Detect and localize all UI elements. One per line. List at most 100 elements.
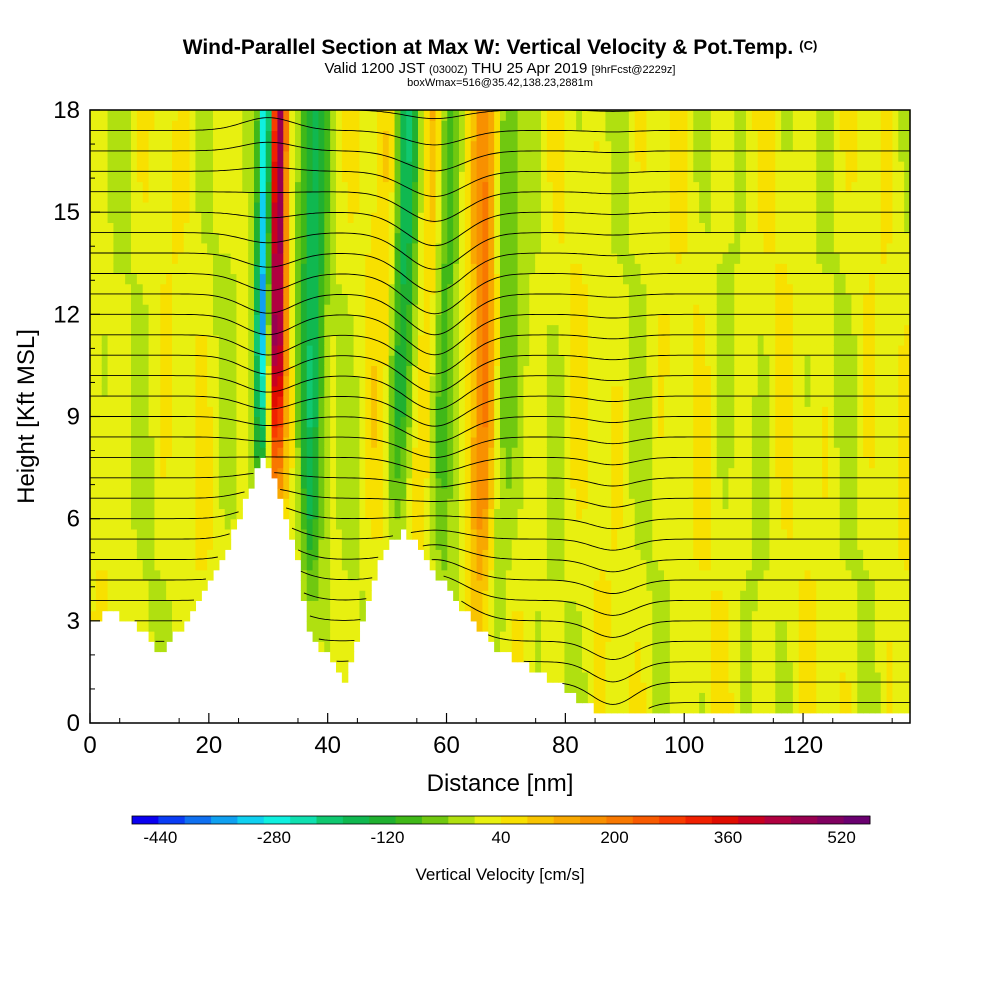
heatmap-cell	[447, 273, 454, 285]
heatmap-cell	[500, 508, 507, 520]
heatmap-cell	[429, 232, 437, 244]
heatmap-cell	[336, 508, 343, 520]
heatmap-cell	[371, 130, 378, 142]
heatmap-cell	[160, 539, 167, 550]
heatmap-cell	[652, 559, 659, 571]
heatmap-cell	[394, 242, 402, 254]
heatmap-cell	[605, 702, 612, 714]
heatmap-cell	[541, 293, 548, 305]
heatmap-cell	[505, 467, 513, 479]
heatmap-cell	[464, 488, 472, 499]
heatmap-cell	[470, 579, 478, 591]
heatmap-cell	[119, 539, 126, 550]
heatmap-cell	[623, 171, 630, 183]
heatmap-cell	[505, 539, 513, 550]
heatmap-cell	[605, 447, 612, 458]
heatmap-cell	[511, 426, 519, 438]
heatmap-cell	[412, 528, 419, 540]
heatmap-cell	[435, 120, 443, 132]
heatmap-cell	[623, 385, 630, 397]
heatmap-cell	[546, 324, 554, 336]
heatmap-cell	[382, 242, 390, 254]
heatmap-cell	[330, 559, 337, 571]
heatmap-cell	[113, 579, 120, 591]
heatmap-cell	[552, 477, 560, 489]
heatmap-cell	[300, 242, 308, 254]
heatmap-cell	[90, 416, 97, 428]
heatmap-cell	[611, 579, 618, 591]
heatmap-cell	[324, 355, 331, 367]
heatmap-cell	[330, 579, 337, 591]
heatmap-cell	[669, 191, 677, 203]
heatmap-cell	[218, 416, 226, 428]
heatmap-cell	[423, 150, 431, 162]
heatmap-cell	[183, 610, 191, 622]
heatmap-cell	[552, 579, 560, 591]
heatmap-cell	[418, 457, 425, 469]
heatmap-cell	[482, 365, 489, 377]
heatmap-cell	[189, 110, 197, 121]
heatmap-cell	[646, 600, 653, 612]
heatmap-cell	[664, 314, 671, 326]
heatmap-cell	[582, 110, 589, 121]
heatmap-cell	[611, 528, 618, 540]
heatmap-cell	[423, 488, 431, 499]
heatmap-cell	[669, 171, 677, 183]
heatmap-cell	[183, 181, 191, 193]
heatmap-cell	[634, 610, 642, 622]
heatmap-cell	[535, 661, 542, 673]
heatmap-cell	[324, 610, 331, 622]
heatmap-cell	[535, 651, 542, 663]
heatmap-cell	[623, 212, 630, 223]
heatmap-cell	[95, 528, 103, 540]
heatmap-cell	[669, 620, 677, 632]
heatmap-cell	[295, 436, 302, 448]
heatmap-cell	[160, 426, 167, 438]
heatmap-cell	[523, 620, 530, 632]
heatmap-cell	[412, 222, 419, 234]
heatmap-cell	[353, 222, 361, 234]
heatmap-cell	[470, 385, 478, 397]
heatmap-cell	[447, 222, 454, 234]
heatmap-cell	[160, 355, 167, 367]
heatmap-cell	[377, 477, 384, 489]
heatmap-cell	[552, 396, 560, 407]
heatmap-cell	[429, 344, 437, 356]
heatmap-cell	[570, 222, 577, 234]
heatmap-cell	[429, 477, 437, 489]
heatmap-cell	[142, 334, 150, 346]
heatmap-cell	[388, 334, 396, 346]
heatmap-cell	[435, 324, 443, 336]
heatmap-cell	[195, 549, 202, 561]
heatmap-cell	[107, 590, 115, 601]
heatmap-cell	[500, 488, 507, 499]
heatmap-cell	[353, 273, 361, 285]
heatmap-cell	[570, 518, 577, 530]
heatmap-cell	[125, 590, 132, 601]
heatmap-cell	[552, 242, 560, 254]
heatmap-cell	[353, 232, 361, 244]
heatmap-cell	[242, 406, 249, 418]
heatmap-cell	[664, 641, 671, 653]
heatmap-cell	[593, 314, 601, 326]
heatmap-cell	[423, 457, 431, 469]
heatmap-cell	[166, 232, 173, 244]
heatmap-cell	[628, 232, 636, 244]
heatmap-cell	[523, 569, 530, 581]
heatmap-cell	[213, 242, 220, 254]
heatmap-cell	[587, 436, 595, 448]
heatmap-cell	[101, 263, 109, 275]
heatmap-cell	[634, 150, 642, 162]
heatmap-cell	[341, 447, 349, 458]
heatmap-cell	[611, 569, 618, 581]
heatmap-cell	[113, 539, 120, 550]
heatmap-cell	[523, 631, 530, 642]
heatmap-cell	[265, 396, 273, 407]
heatmap-cell	[406, 436, 413, 448]
heatmap-cell	[494, 508, 501, 520]
heatmap-cell	[289, 191, 296, 203]
heatmap-cell	[183, 436, 191, 448]
heatmap-cell	[535, 161, 542, 172]
heatmap-cell	[318, 181, 325, 193]
heatmap-cell	[453, 273, 460, 285]
